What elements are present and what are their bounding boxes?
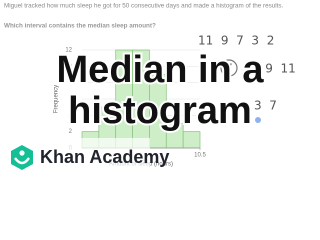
note: 7 <box>225 62 233 76</box>
logo-text: Khan Academy <box>40 147 169 167</box>
y-tick-label: 8 <box>69 80 73 86</box>
y-tick-label: 4 <box>69 113 73 119</box>
y-tick-label: 2 <box>69 129 73 135</box>
logo-icon <box>11 145 33 170</box>
title-line: Median in a <box>57 49 265 91</box>
note: 11 9 7 3 2 <box>198 34 274 48</box>
circle-mark <box>220 59 238 77</box>
thumbnail: Miguel tracked how much sleep he got for… <box>4 2 296 170</box>
x-tick-label: 10.5 <box>194 153 206 159</box>
bar <box>182 131 201 149</box>
logo-icon-part <box>19 150 25 156</box>
problem-text: Miguel tracked how much sleep he got for… <box>4 3 284 10</box>
logo-icon-part <box>14 157 30 165</box>
y-tick-label: 10 <box>65 64 72 70</box>
y-tick-label: 6 <box>69 97 73 103</box>
cursor-dot <box>255 117 261 123</box>
y-axis-label: Frequency <box>54 85 60 113</box>
note: 3 7 <box>254 99 277 113</box>
question: Which interval contains the median sleep… <box>4 23 156 30</box>
y-tick-label: 12 <box>65 48 72 54</box>
title-line: histogram <box>68 90 252 132</box>
note: 7 9 11 <box>250 62 296 76</box>
